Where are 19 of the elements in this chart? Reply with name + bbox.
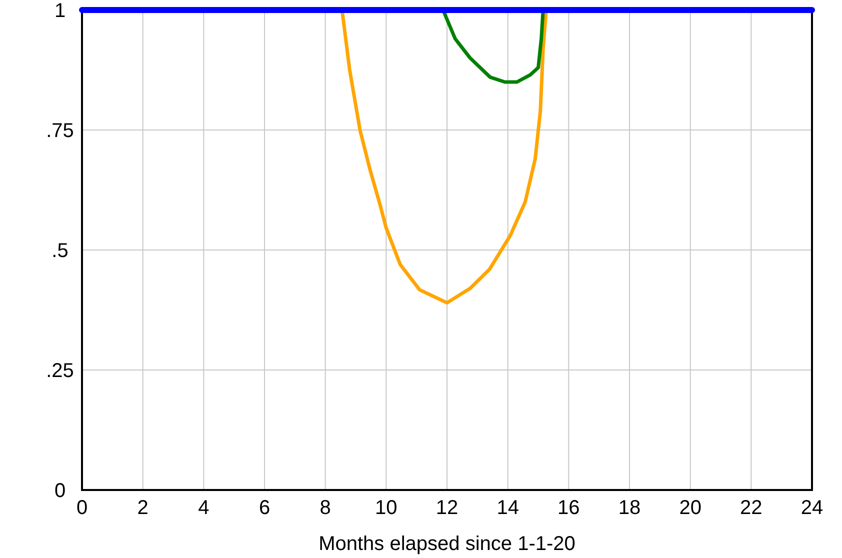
y-tick-label: 0 [54,480,66,502]
x-tick-label: 24 [800,497,824,519]
x-tick-label: 22 [740,497,762,519]
x-tick-label: 20 [679,497,702,519]
x-axis-title: Months elapsed since 1-1-20 [318,533,576,555]
x-tick-label: 14 [496,497,519,519]
x-tick-label: 4 [198,497,210,519]
x-tick-label: 6 [258,497,270,519]
y-tick-label: .5 [52,240,68,262]
x-tick-label: 0 [76,497,88,519]
y-tick-label: .75 [46,120,74,142]
x-tick-label: 2 [137,497,148,519]
x-tick-label: 12 [436,497,458,519]
x-tick-label: 18 [618,497,641,519]
x-tick-label: 16 [558,497,580,519]
y-tick-label: .25 [46,360,74,382]
x-tick-label: 10 [375,497,398,519]
x-tick-label: 8 [320,497,331,519]
y-tick-label: 1 [54,0,66,22]
